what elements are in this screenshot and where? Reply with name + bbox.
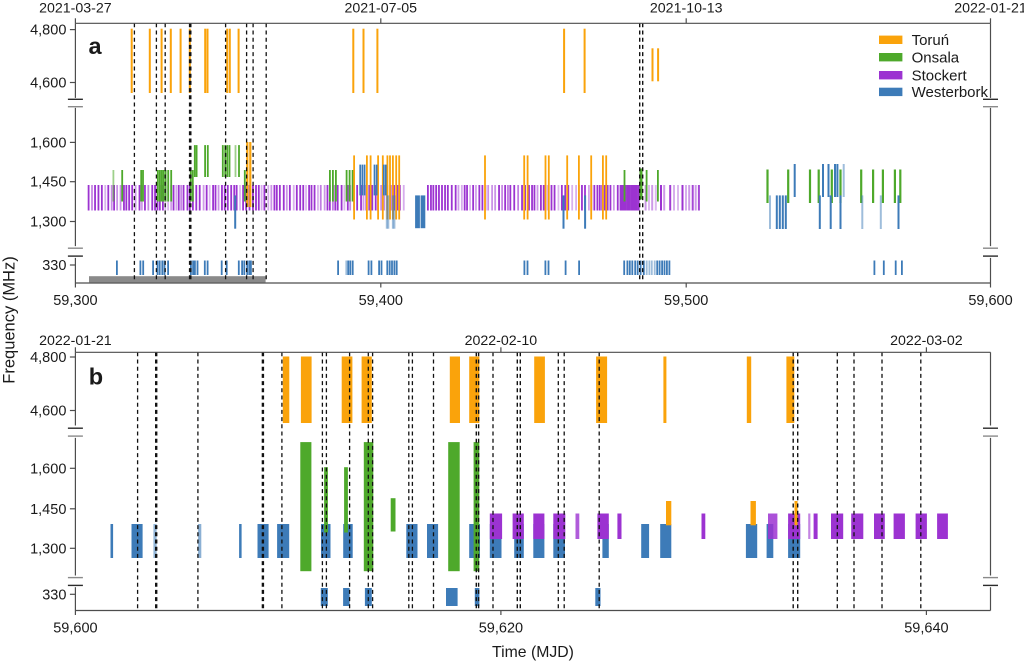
svg-text:1,300: 1,300 <box>30 215 66 231</box>
svg-text:1,450: 1,450 <box>30 502 66 518</box>
svg-text:Onsala: Onsala <box>912 49 960 66</box>
svg-text:330: 330 <box>42 587 66 603</box>
svg-text:Time (MJD): Time (MJD) <box>492 644 574 661</box>
svg-text:1,600: 1,600 <box>30 461 66 477</box>
svg-text:2022-03-02: 2022-03-02 <box>890 333 963 349</box>
svg-text:2022-01-21: 2022-01-21 <box>39 333 112 349</box>
svg-text:2021-03-27: 2021-03-27 <box>39 1 112 17</box>
svg-text:330: 330 <box>42 258 66 274</box>
svg-text:59,620: 59,620 <box>479 621 523 637</box>
svg-text:2022-01-21: 2022-01-21 <box>954 1 1024 17</box>
svg-text:59,640: 59,640 <box>904 621 948 637</box>
svg-text:Toruń: Toruń <box>912 32 950 49</box>
svg-text:1,450: 1,450 <box>30 175 66 191</box>
svg-text:Frequency (MHz): Frequency (MHz) <box>1 256 19 383</box>
svg-text:Westerbork: Westerbork <box>912 84 989 101</box>
svg-text:4,600: 4,600 <box>30 404 66 420</box>
svg-text:4,800: 4,800 <box>30 350 66 366</box>
svg-text:2021-10-13: 2021-10-13 <box>650 1 723 17</box>
svg-text:1,300: 1,300 <box>30 541 66 557</box>
svg-text:2021-07-05: 2021-07-05 <box>345 1 418 17</box>
svg-text:b: b <box>89 364 103 390</box>
svg-text:59,600: 59,600 <box>968 293 1012 309</box>
svg-text:59,500: 59,500 <box>664 293 708 309</box>
svg-text:a: a <box>89 33 103 59</box>
svg-text:4,600: 4,600 <box>30 76 66 92</box>
svg-text:4,800: 4,800 <box>30 23 66 39</box>
svg-text:1,600: 1,600 <box>30 135 66 151</box>
svg-text:59,300: 59,300 <box>53 293 97 309</box>
svg-text:Stockert: Stockert <box>912 67 968 84</box>
svg-text:2022-02-10: 2022-02-10 <box>465 333 538 349</box>
svg-text:59,600: 59,600 <box>53 621 97 637</box>
svg-text:59,400: 59,400 <box>359 293 403 309</box>
